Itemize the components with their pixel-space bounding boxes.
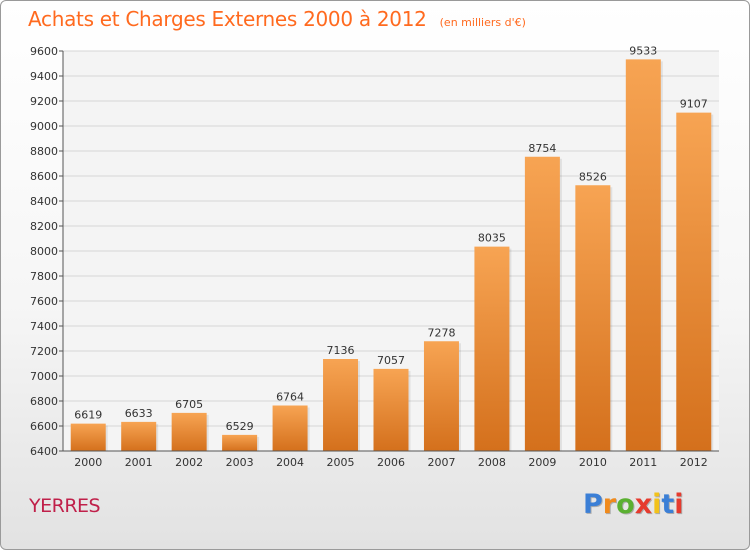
logo-letter: P (583, 489, 603, 520)
bar (70, 423, 106, 451)
bar (676, 112, 712, 451)
bar-value-label: 8526 (579, 170, 607, 183)
bar-value-label: 6633 (125, 407, 153, 420)
bar (423, 341, 459, 451)
bar-value-label: 6764 (276, 391, 304, 404)
bar-value-label: 6619 (74, 409, 102, 422)
x-tick-label: 2012 (680, 456, 708, 469)
logo-letter: o (616, 489, 635, 520)
x-tick-label: 2002 (175, 456, 203, 469)
y-tick-label: 7400 (30, 320, 58, 333)
y-tick-label: 8400 (30, 195, 58, 208)
bar (575, 185, 611, 451)
y-tick-label: 7800 (30, 270, 58, 283)
bar-value-label: 7057 (377, 354, 405, 367)
x-tick-label: 2004 (276, 456, 304, 469)
bar (524, 156, 560, 451)
y-tick-label: 8200 (30, 220, 58, 233)
chart-title: Achats et Charges Externes 2000 à 2012 (28, 7, 427, 31)
bar (171, 412, 207, 451)
y-tick-label: 8800 (30, 145, 58, 158)
y-tick-label: 9600 (30, 45, 58, 58)
y-tick-label: 9400 (30, 70, 58, 83)
y-tick-label: 6800 (30, 395, 58, 408)
bar-value-label: 6705 (175, 398, 203, 411)
y-tick-label: 6600 (30, 420, 58, 433)
bar (272, 405, 308, 451)
x-tick-label: 2010 (579, 456, 607, 469)
bar-value-label: 8754 (528, 142, 556, 155)
y-tick-label: 7000 (30, 370, 58, 383)
logo-letter: x (634, 489, 653, 520)
x-tick-label: 2000 (74, 456, 102, 469)
logo-letter: r (602, 489, 617, 520)
logo-letter: i (674, 489, 684, 520)
x-tick-label: 2011 (629, 456, 657, 469)
y-tick-label: 6400 (30, 445, 58, 458)
x-tick-label: 2003 (226, 456, 254, 469)
x-tick-label: 2005 (327, 456, 355, 469)
bar-value-label: 8035 (478, 232, 506, 245)
bar (474, 246, 510, 451)
bar (373, 368, 409, 451)
x-tick-label: 2007 (427, 456, 455, 469)
bar (222, 434, 258, 451)
x-tick-label: 2001 (125, 456, 153, 469)
bar (323, 359, 359, 451)
y-tick-label: 9200 (30, 95, 58, 108)
x-tick-label: 2009 (528, 456, 556, 469)
y-tick-label: 9000 (30, 120, 58, 133)
title-row: Achats et Charges Externes 2000 à 2012 (… (28, 7, 526, 31)
y-tick-label: 8600 (30, 170, 58, 183)
bar-value-label: 9107 (680, 98, 708, 111)
x-tick-label: 2006 (377, 456, 405, 469)
y-tick-label: 7600 (30, 295, 58, 308)
city-name: YERRES (29, 495, 101, 517)
x-tick-label: 2008 (478, 456, 506, 469)
proxiti-logo: Proxiti (583, 489, 684, 520)
bar-value-label: 6529 (226, 420, 254, 433)
y-tick-label: 7200 (30, 345, 58, 358)
bar-value-label: 7136 (327, 344, 355, 357)
bar (625, 59, 661, 451)
logo-letter: i (652, 489, 662, 520)
bar (121, 421, 157, 451)
bar-value-label: 7278 (427, 326, 455, 339)
logo-letter: t (661, 489, 675, 520)
y-tick-label: 8000 (30, 245, 58, 258)
chart-subtitle: (en milliers d'€) (439, 16, 526, 29)
bar-value-label: 9533 (629, 44, 657, 57)
